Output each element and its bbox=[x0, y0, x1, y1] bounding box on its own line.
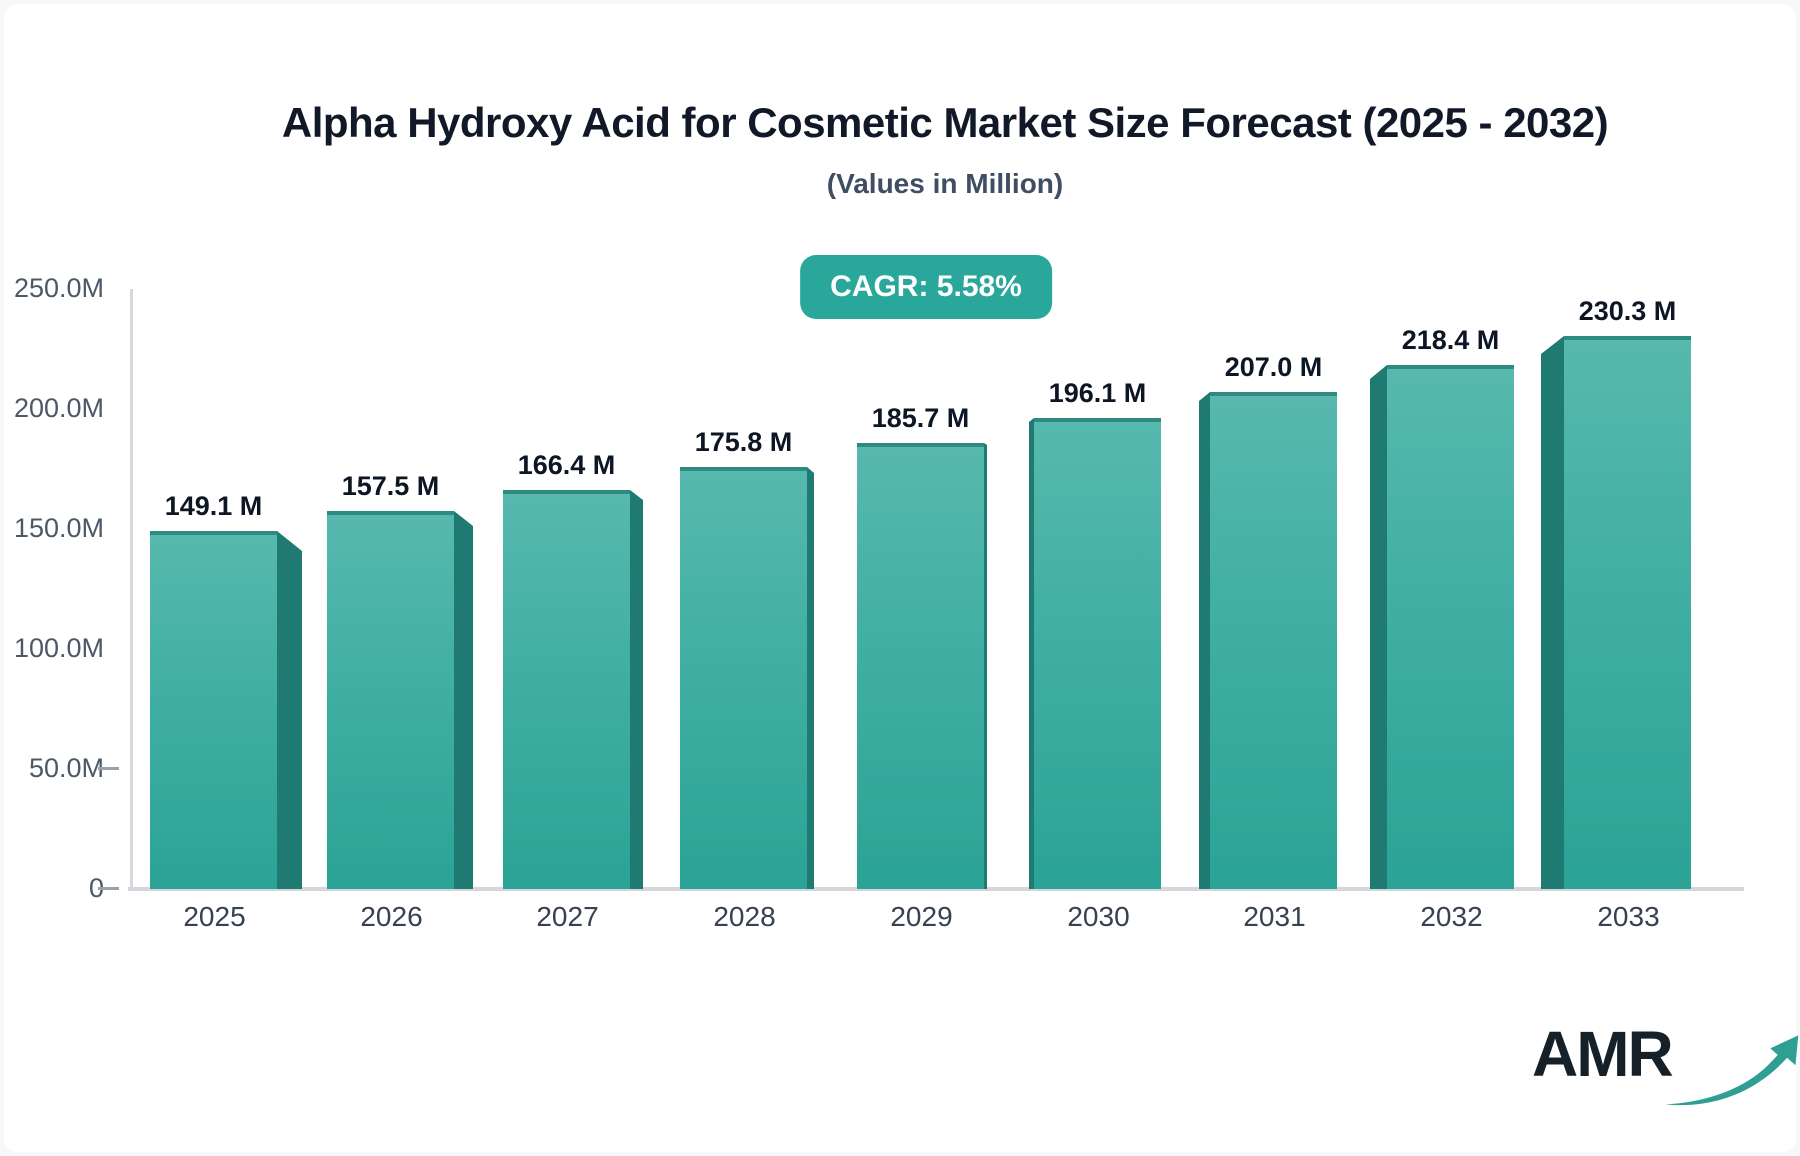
bar-3d-side bbox=[1541, 336, 1564, 889]
bar-3d-side bbox=[984, 443, 987, 889]
chart-title: Alpha Hydroxy Acid for Cosmetic Market S… bbox=[281, 99, 1609, 146]
bar-top-edge bbox=[1210, 392, 1337, 396]
bar-face bbox=[1564, 336, 1691, 889]
x-axis-label: 2033 bbox=[1597, 901, 1660, 932]
bar-2029 bbox=[857, 443, 987, 889]
chart-subtitle: (Values in Million) bbox=[826, 168, 1064, 199]
y-axis-tick-label: 250.0M bbox=[13, 273, 104, 303]
bar-value-label: 196.1 M bbox=[1048, 378, 1147, 408]
bar-2032 bbox=[1370, 365, 1514, 889]
y-axis-line bbox=[130, 289, 133, 889]
bar-3d-side bbox=[1199, 392, 1210, 889]
y-axis-tick-label: 100.0M bbox=[13, 633, 104, 663]
cagr-badge: CAGR: 5.58% bbox=[800, 255, 1052, 319]
bar-top-edge bbox=[1034, 418, 1161, 422]
bar-2030 bbox=[1029, 418, 1161, 889]
y-axis-tick-label: 200.0M bbox=[13, 393, 104, 423]
bar-top-edge bbox=[1564, 336, 1691, 340]
y-axis-tick-label: 50.0M bbox=[28, 753, 104, 783]
bar-top-edge bbox=[150, 531, 277, 535]
bar-top-edge bbox=[503, 490, 630, 494]
x-axis-label: 2028 bbox=[713, 901, 776, 932]
bar-face bbox=[1210, 392, 1337, 889]
y-axis-tick-label: 0 bbox=[88, 873, 104, 903]
amr-logo: AMR bbox=[1532, 1022, 1800, 1112]
bar-2033 bbox=[1541, 336, 1691, 889]
bar-3d-side bbox=[277, 531, 302, 889]
x-axis-label: 2026 bbox=[360, 901, 423, 932]
x-axis-line bbox=[128, 887, 1744, 891]
bar-value-label: 218.4 M bbox=[1401, 325, 1500, 355]
bar-2031 bbox=[1199, 392, 1337, 889]
bar-3d-side bbox=[454, 511, 473, 889]
amr-logo-arrow-icon bbox=[1665, 1035, 1799, 1106]
bar-value-label: 185.7 M bbox=[871, 403, 970, 433]
bar-2028 bbox=[680, 467, 814, 889]
x-axis-label: 2032 bbox=[1420, 901, 1483, 932]
bar-value-label: 166.4 M bbox=[517, 450, 616, 480]
bar-value-label: 207.0 M bbox=[1224, 352, 1323, 382]
bar-face bbox=[1387, 365, 1514, 889]
bar-face bbox=[503, 490, 630, 889]
x-axis-label: 2029 bbox=[890, 901, 953, 932]
bar-top-edge bbox=[680, 467, 807, 471]
bar-value-label: 230.3 M bbox=[1578, 296, 1677, 326]
bar-2027 bbox=[503, 490, 643, 889]
bar-3d-side bbox=[1029, 418, 1034, 889]
y-axis-tick-mark bbox=[98, 767, 119, 770]
bar-value-label: 175.8 M bbox=[694, 427, 793, 457]
bar-top-edge bbox=[1387, 365, 1514, 369]
bar-top-edge bbox=[327, 511, 454, 515]
x-axis-label: 2031 bbox=[1243, 901, 1306, 932]
x-axis-label: 2030 bbox=[1067, 901, 1130, 932]
bar-face bbox=[150, 531, 277, 889]
bar-2026 bbox=[327, 511, 473, 889]
bar-3d-side bbox=[630, 490, 643, 889]
y-axis-tick-label: 150.0M bbox=[13, 513, 104, 543]
bar-2025 bbox=[150, 531, 302, 889]
bar-face bbox=[1034, 418, 1161, 889]
bar-top-edge bbox=[857, 443, 984, 447]
bar-3d-side bbox=[1370, 365, 1387, 889]
x-axis-label: 2025 bbox=[183, 901, 246, 932]
bar-face bbox=[327, 511, 454, 889]
bar-value-label: 157.5 M bbox=[341, 471, 440, 501]
bar-face bbox=[680, 467, 807, 889]
y-axis-tick-mark bbox=[98, 887, 119, 890]
bar-value-label: 149.1 M bbox=[164, 491, 263, 521]
amr-logo-text: AMR bbox=[1532, 1018, 1674, 1090]
bar-face bbox=[857, 443, 984, 889]
bar-3d-side bbox=[807, 467, 814, 889]
x-axis-label: 2027 bbox=[536, 901, 599, 932]
